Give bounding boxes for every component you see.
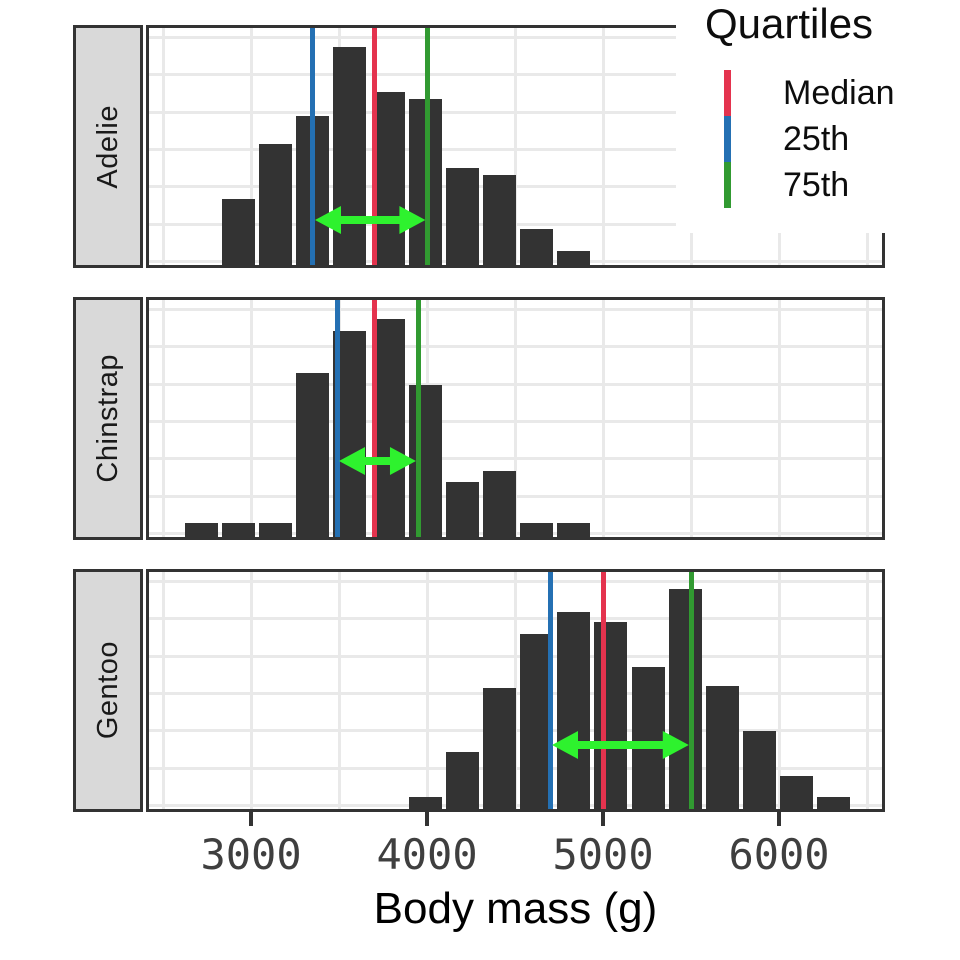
gridline-v	[425, 572, 429, 809]
gridline-v	[161, 28, 165, 265]
legend-label-25th: 25th	[783, 119, 850, 158]
x-tick	[601, 812, 606, 826]
histogram-bar	[482, 688, 516, 809]
legend-item-75th: 75th	[724, 162, 895, 208]
histogram-bar	[632, 667, 666, 809]
histogram-bar	[408, 797, 442, 809]
histogram-bar	[371, 319, 405, 537]
x-tick-label: 3000	[200, 830, 302, 879]
legend-swatch-median	[724, 70, 731, 116]
facet-strip-chinstrap: Chinstrap	[73, 297, 143, 540]
facet-strip-adelie: Adelie	[73, 25, 143, 268]
histogram-bar	[593, 622, 627, 809]
histogram-bar	[259, 523, 293, 537]
quartile-line-median	[371, 28, 377, 265]
iqr-arrow	[552, 731, 690, 759]
quartile-line-75th	[424, 28, 430, 265]
legend-items: Median 25th 75th	[724, 70, 895, 208]
x-tick	[425, 812, 430, 826]
gridline-v	[337, 572, 341, 809]
legend-item-25th: 25th	[724, 116, 895, 162]
histogram-bar	[445, 482, 479, 537]
legend-swatch-75th	[724, 162, 731, 208]
facet-panel-chinstrap	[146, 297, 885, 540]
quartile-line-25th	[310, 28, 316, 265]
quartile-line-25th	[334, 300, 340, 537]
iqr-arrow	[314, 205, 426, 234]
gridline-v	[777, 300, 781, 537]
gridline-v	[249, 300, 253, 537]
histogram-bar	[519, 229, 553, 265]
histogram-bar	[259, 144, 293, 265]
gridline-v	[689, 300, 693, 537]
facet-strip-gentoo: Gentoo	[73, 569, 143, 812]
gridline-v	[161, 572, 165, 809]
histogram-bar	[669, 589, 703, 809]
quartile-line-median	[600, 572, 606, 809]
histogram-bar	[296, 373, 330, 537]
gridline-v	[865, 300, 869, 537]
histogram-bar	[780, 776, 814, 809]
gridline-v	[777, 572, 781, 809]
facet-label-adelie: Adelie	[91, 104, 124, 189]
legend-label-median: Median	[783, 73, 895, 112]
legend-item-median: Median	[724, 70, 895, 116]
x-tick-label: 5000	[552, 830, 654, 879]
histogram-bar	[556, 523, 590, 537]
x-tick-label: 6000	[728, 830, 830, 879]
legend-swatch-25th	[724, 116, 731, 162]
histogram-bar	[222, 523, 256, 537]
gridline-v	[249, 572, 253, 809]
quartile-line-25th	[547, 572, 553, 809]
gridline-v	[513, 28, 517, 265]
quartile-line-75th	[688, 572, 694, 809]
gridline-v	[249, 28, 253, 265]
histogram-bar	[445, 168, 479, 265]
histogram-bar	[817, 797, 851, 809]
facet-label-chinstrap: Chinstrap	[91, 354, 124, 483]
histogram-bar	[371, 92, 405, 265]
legend-title: Quartiles	[705, 0, 874, 47]
gridline-v	[601, 300, 605, 537]
histogram-bar	[482, 175, 516, 265]
facet-panel-gentoo	[146, 569, 885, 812]
histogram-bar	[482, 471, 516, 537]
iqr-arrow	[339, 447, 417, 476]
histogram-bar	[222, 199, 256, 265]
gridline-v	[865, 572, 869, 809]
histogram-bar	[556, 251, 590, 265]
gridline-v	[513, 300, 517, 537]
histogram-bar	[706, 686, 740, 809]
x-axis-title: Body mass (g)	[373, 884, 658, 933]
gridline-v	[601, 28, 605, 265]
facet-label-gentoo: Gentoo	[91, 641, 124, 740]
quartile-line-median	[371, 300, 377, 537]
legend-label-75th: 75th	[783, 165, 850, 204]
gridline-v	[161, 300, 165, 537]
histogram-bar	[519, 523, 553, 537]
histogram-bar	[743, 731, 777, 809]
x-tick-label: 4000	[376, 830, 478, 879]
histogram-bar	[445, 752, 479, 809]
histogram-bar	[519, 634, 553, 809]
histogram-bar	[556, 612, 590, 809]
legend: Quartiles Median 25th 75th	[676, 0, 960, 233]
quartile-line-75th	[415, 300, 421, 537]
x-tick	[249, 812, 254, 826]
histogram-bar	[185, 523, 219, 537]
x-tick	[777, 812, 782, 826]
